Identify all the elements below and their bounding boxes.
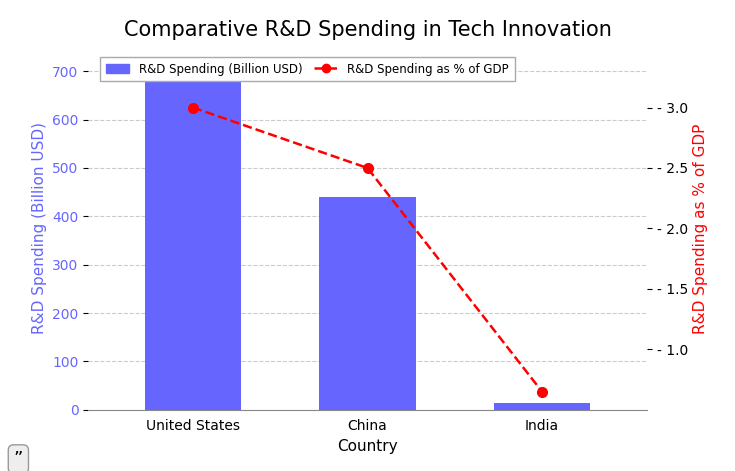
Legend: R&D Spending (Billion USD), R&D Spending as % of GDP: R&D Spending (Billion USD), R&D Spending…	[100, 57, 514, 81]
Text: ”: ”	[14, 450, 23, 468]
Y-axis label: R&D Spending (Billion USD): R&D Spending (Billion USD)	[32, 122, 46, 334]
Bar	[320, 197, 415, 410]
Bar	[494, 403, 590, 410]
Bar	[145, 71, 241, 410]
Title: Comparative R&D Spending in Tech Innovation: Comparative R&D Spending in Tech Innovat…	[123, 20, 612, 40]
X-axis label: Country: Country	[337, 439, 398, 454]
Y-axis label: R&D Spending as % of GDP: R&D Spending as % of GDP	[693, 123, 709, 333]
